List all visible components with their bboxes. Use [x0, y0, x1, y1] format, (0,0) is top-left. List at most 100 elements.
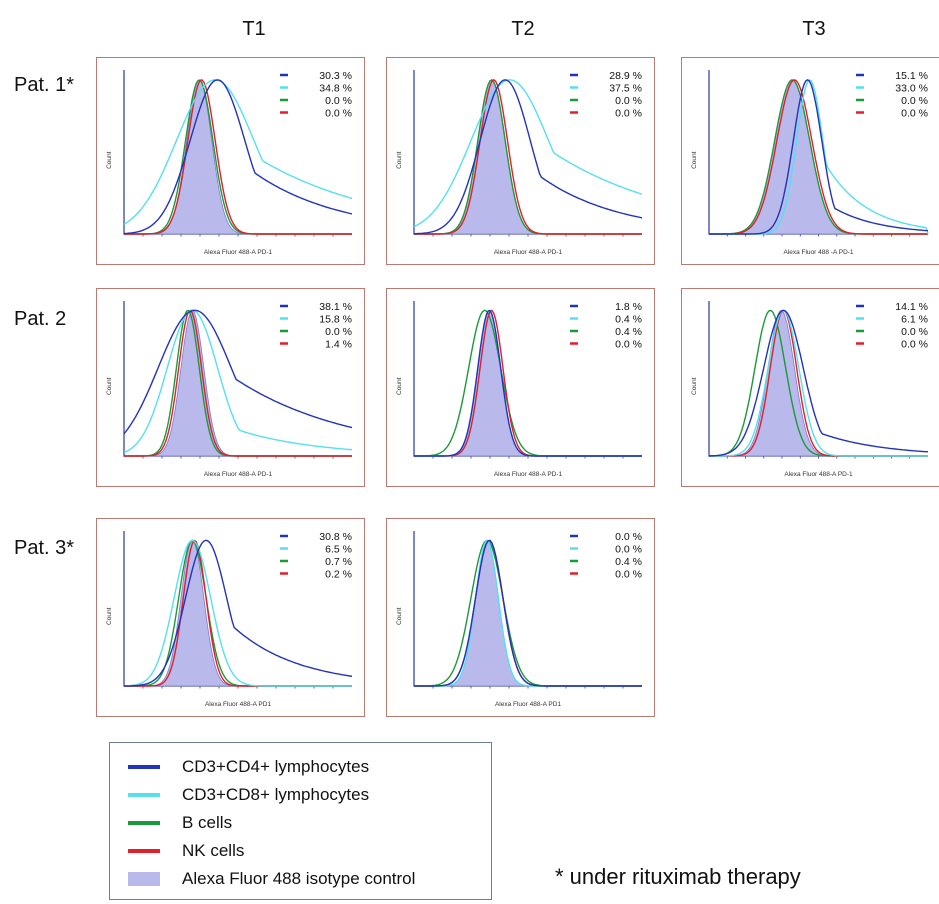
- column-header-t1: T1: [242, 18, 266, 40]
- histogram-panel-pat3-t1: 30.8 % 6.5 % 0.7 % 0.2 % Count Alexa Fluor 48…: [96, 518, 365, 717]
- percent-label-nk: 1.4 %: [325, 339, 352, 351]
- isotype-control-area: [124, 539, 352, 687]
- x-axis-label: Alexa Fluor 488-A PD-1: [784, 471, 853, 478]
- histogram-svg: 38.1 %15.8 %0.0 %1.4 % Count Alexa Fluor 4…: [106, 301, 353, 478]
- y-axis-label: Count: [106, 607, 113, 625]
- cd8-curve: [123, 539, 352, 687]
- percent-label-bcell: 0.0 %: [325, 95, 352, 107]
- percent-label-nk: 0.2 %: [325, 569, 352, 581]
- cd4-curve: [123, 539, 353, 687]
- percent-label-bcell: 0.4 %: [615, 556, 642, 568]
- histogram-panel-pat1-t3: 15.1 % 33.0 % 0.0 % 0.0 % Count Alexa Fluor 4…: [681, 57, 939, 265]
- percent-label-cd4: 30.8 %: [319, 531, 352, 543]
- row-label-pat3: Pat. 3*: [14, 537, 75, 559]
- footnote: * under rituximab therapy: [555, 864, 801, 889]
- column-header-t2: T2: [511, 18, 535, 40]
- percent-label-nk: 0.0 %: [901, 339, 928, 351]
- cd4-curve: [123, 309, 353, 435]
- cd4-curve: [413, 79, 643, 235]
- nk-curve: [124, 539, 352, 687]
- nk-curve: [124, 79, 352, 235]
- histogram-panel-pat3-t2: 0.0 % 0.0 % 0.4 % 0.0 % Count Alexa Fluor 488…: [386, 518, 655, 717]
- percent-label-cd8: 0.4 %: [615, 314, 642, 326]
- axis-line: [123, 70, 352, 235]
- percent-label-cd8: 0.0 %: [615, 544, 642, 556]
- percent-label-cd8: 37.5 %: [609, 83, 642, 95]
- cd8-curve: [123, 79, 353, 225]
- cd8-curve: [413, 79, 643, 228]
- percent-label-bcell: 0.0 %: [901, 95, 928, 107]
- percent-label-cd8: 33.0 %: [895, 83, 928, 95]
- cd4-curve: [708, 309, 929, 457]
- legend-label-cd8: CD3+CD8+ lymphocytes: [182, 785, 370, 804]
- percent-label-cd4: 14.1 %: [895, 301, 928, 313]
- isotype-control-area: [124, 309, 352, 457]
- legend-swatch-bcell: [128, 821, 160, 825]
- legend-swatch-cd8: [128, 793, 160, 797]
- percent-label-cd8: 15.8 %: [319, 314, 352, 326]
- x-axis-label: Alexa Fluor 488-A PD-1: [204, 471, 273, 478]
- nk-curve: [414, 309, 642, 457]
- percent-label-bcell: 0.0 %: [615, 95, 642, 107]
- x-axis-label: Alexa Fluor 488-A PD-1: [494, 249, 563, 256]
- percent-label-cd8: 6.1 %: [901, 314, 928, 326]
- x-axis-label: Alexa Fluor 488-A PD-1: [204, 249, 273, 256]
- percent-label-bcell: 0.7 %: [325, 556, 352, 568]
- nk-curve: [414, 539, 642, 687]
- x-axis-label: Alexa Fluor 488-A PD1: [495, 701, 562, 708]
- isotype-control-area: [709, 79, 928, 235]
- row-label-pat1: Pat. 1*: [14, 74, 75, 96]
- isotype-control-area: [414, 540, 642, 687]
- bcell-curve: [124, 539, 352, 687]
- cd8-curve: [709, 309, 928, 457]
- isotype-control-area: [709, 310, 928, 457]
- x-axis-label: Alexa Fluor 488-A PD1: [205, 701, 272, 708]
- percent-label-cd4: 15.1 %: [895, 70, 928, 82]
- cd4-curve: [414, 309, 642, 457]
- x-axis-label: Alexa Fluor 488-A PD-1: [494, 471, 563, 478]
- legend-label-bcell: B cells: [182, 813, 233, 832]
- bcell-curve: [414, 79, 642, 235]
- legend-swatch-iso: [128, 872, 160, 886]
- percent-label-nk: 0.0 %: [615, 339, 642, 351]
- percent-label-cd8: 6.5 %: [325, 544, 352, 556]
- legend-label-iso: Alexa Fluor 488 isotype control: [182, 869, 416, 888]
- y-axis-label: Count: [691, 151, 698, 169]
- histogram-panel-pat1-t1: 30.3 % 34.8 % 0.0 % 0.0 % Count Alexa Fluor 4…: [96, 57, 365, 265]
- y-axis-label: Count: [396, 607, 403, 625]
- axis-line: [708, 301, 928, 457]
- bcell-curve: [124, 309, 352, 457]
- percent-label-cd4: 0.0 %: [615, 531, 642, 543]
- nk-curve: [124, 309, 352, 457]
- cd8-curve: [414, 539, 642, 687]
- percent-label-cd8: 34.8 %: [319, 83, 352, 95]
- bcell-curve: [414, 539, 642, 687]
- percent-label-bcell: 0.4 %: [615, 326, 642, 338]
- x-axis-label: Alexa Fluor 488 -A PD-1: [783, 249, 853, 256]
- legend-label-cd4: CD3+CD4+ lymphocytes: [182, 757, 370, 776]
- axis-line: [413, 301, 642, 457]
- bcell-curve: [708, 309, 928, 457]
- y-axis-label: Count: [106, 151, 113, 169]
- bcell-curve: [414, 309, 642, 457]
- axis-line: [123, 531, 352, 687]
- histogram-panel-pat2-t2: 1.8 % 0.4 % 0.4 % 0.0 % Count Alexa Fluor 488…: [386, 288, 655, 487]
- percent-label-nk: 0.0 %: [615, 569, 642, 581]
- cd4-curve: [414, 539, 642, 687]
- percent-label-cd4: 1.8 %: [615, 301, 642, 313]
- y-axis-label: Count: [396, 377, 403, 395]
- y-axis-label: Count: [691, 377, 698, 395]
- histogram-panel-pat2-t3: 14.1 % 6.1 % 0.0 % 0.0 % Count Alexa Fluor 48…: [681, 288, 939, 487]
- y-axis-label: Count: [396, 151, 403, 169]
- percent-label-cd4: 28.9 %: [609, 70, 642, 82]
- cd4-curve: [709, 78, 929, 235]
- nk-curve: [709, 79, 928, 235]
- isotype-control-area: [414, 79, 642, 235]
- histogram-panel-pat2-t1: 38.1 % 15.8 % 0.0 % 1.4 % Count Alexa Fluor 4…: [96, 288, 365, 487]
- percent-label-nk: 0.0 %: [901, 108, 928, 120]
- row-label-pat2: Pat. 2: [14, 308, 67, 330]
